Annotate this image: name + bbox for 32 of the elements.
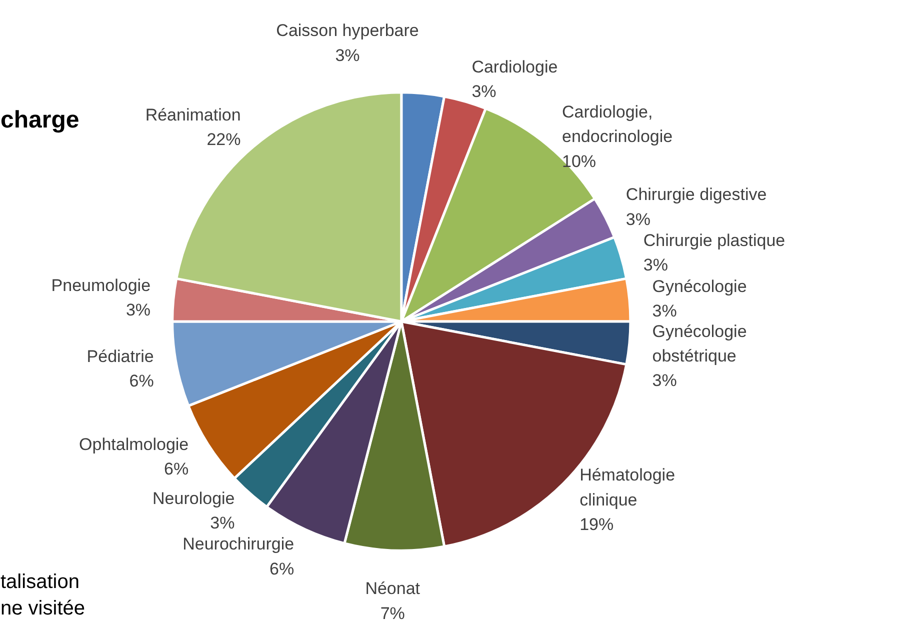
slice-label: Chirurgie digestive: [626, 185, 767, 204]
data-label: 10%: [562, 152, 596, 171]
slice-label: Cardiologie, endocrinologie: [562, 102, 673, 146]
data-label: 3%: [126, 300, 151, 320]
slice-label: Réanimation: [145, 105, 241, 124]
data-label: 3%: [652, 371, 677, 390]
data-label: 3%: [643, 256, 668, 275]
slice-label: Chirurgie plastique: [643, 231, 786, 250]
data-label: 7%: [380, 604, 405, 623]
data-label: 3%: [210, 514, 235, 533]
slice-label: Hématologie clinique: [580, 466, 676, 510]
slice-label: Cardiologie: [472, 57, 558, 76]
data-label: 6%: [129, 372, 154, 391]
text: charge: [0, 106, 80, 134]
slice-label: Ophtalmologie: [79, 434, 189, 454]
text: talisation ne visitée: [0, 571, 85, 620]
slice-label: Caisson hyperbare: [276, 21, 419, 40]
data-label: 3%: [335, 46, 360, 65]
slice-label: Pneumologie: [51, 276, 151, 295]
data-label: 3%: [626, 210, 650, 229]
slice-label: Gynécologie: [652, 276, 747, 296]
slice-label: Néonat: [365, 579, 420, 598]
slice-label: Neurologie: [152, 488, 235, 508]
data-label: 3%: [652, 302, 677, 321]
data-label: 6%: [164, 459, 189, 478]
slice-label: Pédiatrie: [86, 346, 154, 366]
data-label: 6%: [270, 559, 294, 578]
data-label: 19%: [580, 515, 614, 534]
slice-label: Neurochirurgie: [182, 534, 294, 554]
slice-label: Gynécologie obstétrique: [652, 322, 747, 366]
data-label: 22%: [206, 130, 241, 150]
data-label: 3%: [472, 82, 496, 102]
